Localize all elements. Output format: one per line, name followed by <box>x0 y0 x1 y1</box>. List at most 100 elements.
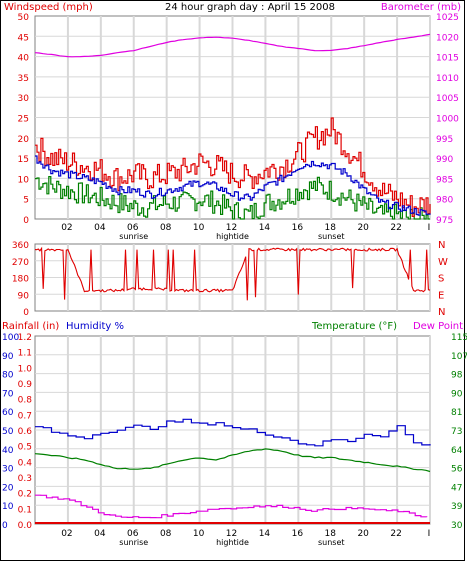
y-tick-label-temperature: 30 <box>451 521 463 531</box>
y-tick-label-direction: 360 <box>12 241 29 251</box>
y-tick-label-rain: 0.3 <box>18 474 32 484</box>
y-tick-label-rain: 0.1 <box>18 505 32 515</box>
y-tick-label-rain: 0.2 <box>18 490 32 500</box>
compass-label: S <box>438 274 444 285</box>
y-tick-label-barometer: 1000 <box>436 115 459 125</box>
y-tick-label-temperature: 47 <box>451 483 462 493</box>
y-tick-label-barometer: 985 <box>436 175 453 185</box>
y-tick-label-temperature: 90 <box>451 389 463 399</box>
series-avg <box>35 155 431 216</box>
event-label: sunrise <box>119 232 148 241</box>
y-tick-label-barometer: 995 <box>436 135 453 145</box>
y-tick-label-barometer: 1020 <box>436 33 459 43</box>
x-tick-label: I <box>428 529 431 539</box>
y-tick-label-temperature: 98 <box>451 371 463 381</box>
y-tick-label-wind: 30 <box>18 94 30 104</box>
x-tick-label: 12 <box>226 529 237 539</box>
y-tick-label-wind: 15 <box>18 155 29 165</box>
y-tick-label-barometer: 975 <box>436 216 453 226</box>
y-tick-label-rain: 0.5 <box>18 443 32 453</box>
y-tick-label-wind: 5 <box>23 196 29 206</box>
y-tick-label-direction: 90 <box>18 291 30 301</box>
y-tick-label-humidity: 50 <box>2 427 14 437</box>
humidity-axis-label: Humidity % <box>66 321 124 332</box>
event-label: sunrise <box>119 538 148 547</box>
y-tick-label-rain: 0.8 <box>18 396 33 406</box>
y-tick-label-direction: 270 <box>12 258 29 268</box>
y-tick-label-barometer: 1010 <box>436 74 459 84</box>
x-tick-label: 16 <box>292 529 304 539</box>
y-tick-label-wind: 0 <box>23 216 29 226</box>
series-barometer <box>34 33 431 58</box>
y-tick-label-direction: 180 <box>12 275 29 285</box>
y-tick-label-humidity: 0 <box>2 521 8 531</box>
y-tick-label-barometer: 980 <box>436 196 453 206</box>
y-tick-label-humidity: 60 <box>2 408 14 418</box>
y-tick-label-humidity: 40 <box>2 446 14 456</box>
x-tick-label: 08 <box>160 529 172 539</box>
x-tick-label: 20 <box>357 223 369 233</box>
series-gust <box>35 117 431 217</box>
y-tick-label-humidity: 20 <box>2 483 14 493</box>
event-label: sunset <box>318 538 345 547</box>
y-tick-label-temperature: 56 <box>451 465 463 475</box>
y-tick-label-rain: 0.0 <box>18 521 33 531</box>
x-tick-label: 02 <box>61 529 72 539</box>
y-tick-label-temperature: 64 <box>451 446 463 456</box>
event-label: hightide <box>216 232 249 241</box>
x-tick-label: 16 <box>292 223 304 233</box>
y-tick-label-humidity: 10 <box>2 502 14 512</box>
windspeed-axis-label: Windspeed (mph) <box>4 2 93 13</box>
y-tick-label-wind: 20 <box>18 135 30 145</box>
series-min <box>35 176 430 220</box>
y-tick-label-humidity: 30 <box>2 465 14 475</box>
x-tick-label: 14 <box>259 223 271 233</box>
wind-barometer-panel: 5045403530252015105010251020101510101005… <box>18 13 460 241</box>
x-tick-label: 18 <box>325 223 337 233</box>
y-tick-label-rain: 0.9 <box>18 380 33 390</box>
event-label: hightide <box>216 538 249 547</box>
y-tick-label-temperature: 107 <box>451 352 467 362</box>
y-tick-label-direction: 0 <box>23 308 29 318</box>
compass-label: N <box>438 307 445 318</box>
compass-label: W <box>438 257 448 268</box>
compass-label: N <box>438 240 445 251</box>
y-tick-label-wind: 35 <box>18 74 29 84</box>
y-tick-label-rain: 0.4 <box>18 458 33 468</box>
y-tick-label-rain: 1.2 <box>18 333 32 343</box>
y-tick-label-barometer: 1005 <box>436 94 459 104</box>
x-tick-label: 14 <box>259 529 271 539</box>
x-tick-label: 06 <box>127 223 139 233</box>
event-label: sunset <box>318 232 345 241</box>
y-tick-label-temperature: 115 <box>451 333 467 343</box>
y-tick-label-rain: 1.1 <box>18 349 32 359</box>
x-tick-label: I <box>428 223 431 233</box>
temperature-axis-label: Temperature (°F) <box>311 321 397 332</box>
y-tick-label-rain: 0.7 <box>18 411 32 421</box>
series-temperature <box>34 448 431 473</box>
y-tick-label-humidity: 100 <box>2 333 19 343</box>
x-tick-label: 08 <box>160 223 172 233</box>
x-tick-label: 04 <box>94 529 106 539</box>
x-tick-label: 10 <box>193 223 205 233</box>
barometer-axis-label: Barometer (mb) <box>381 2 461 13</box>
y-tick-label-rain: 0.6 <box>18 427 33 437</box>
chart-title: 24 hour graph day : April 15 2008 <box>165 2 335 13</box>
y-tick-label-temperature: 39 <box>451 502 463 512</box>
y-tick-label-temperature: 73 <box>451 427 462 437</box>
y-tick-label-rain: 1.0 <box>18 364 33 374</box>
x-tick-label: 22 <box>390 223 401 233</box>
x-tick-label: 20 <box>357 529 369 539</box>
series-humidity <box>35 418 431 447</box>
y-tick-label-barometer: 1025 <box>436 13 459 23</box>
y-tick-label-temperature: 81 <box>451 408 462 418</box>
y-tick-label-wind: 10 <box>18 175 30 185</box>
y-tick-label-wind: 45 <box>18 33 29 43</box>
y-tick-label-wind: 40 <box>18 54 30 64</box>
series-direction <box>34 246 431 301</box>
x-tick-label: 10 <box>193 529 205 539</box>
x-tick-label: 18 <box>325 529 337 539</box>
